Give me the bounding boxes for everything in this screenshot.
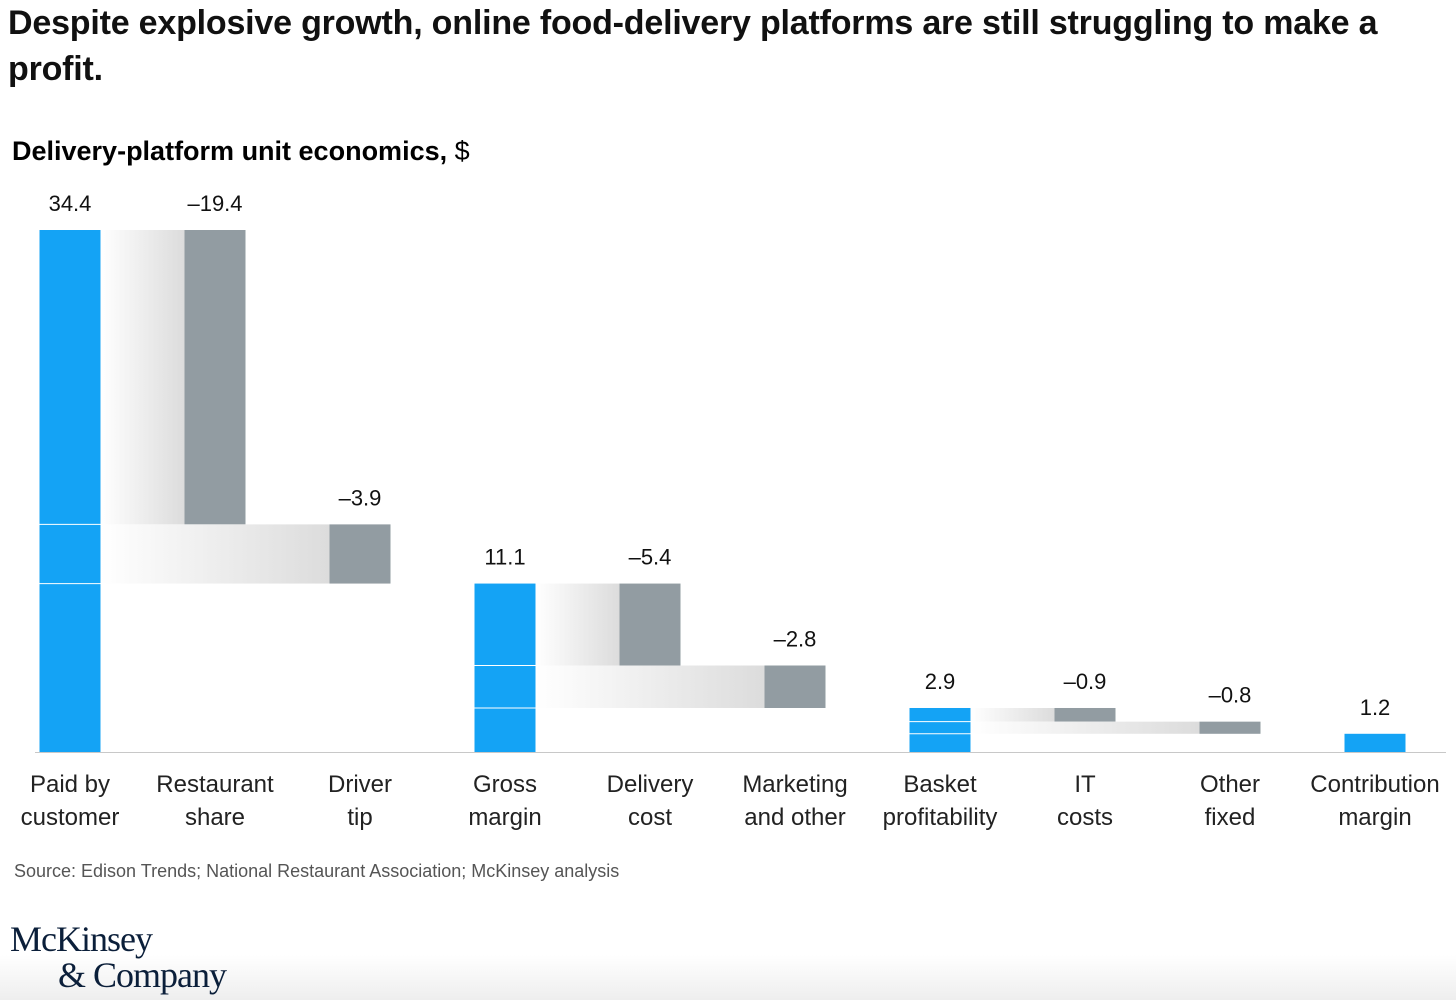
x-tick-label: and other: [744, 804, 845, 831]
connector: [100, 230, 185, 525]
unit: $: [455, 136, 470, 166]
bar: [329, 524, 391, 584]
x-tick-label: tip: [347, 804, 372, 831]
connector: [970, 707, 1055, 722]
subtitle-text: Delivery-platform unit economics,: [12, 136, 447, 166]
x-tick-label: Paid by: [30, 771, 110, 798]
x-tick-label: Driver: [328, 771, 392, 798]
bar: [764, 665, 826, 708]
logo-line: & Company: [58, 955, 227, 995]
x-tick-label: Contribution: [1310, 771, 1439, 798]
value-label: 34.4: [49, 191, 92, 216]
x-tick-label: Basket: [903, 771, 977, 798]
bar: [1199, 721, 1261, 734]
x-tick-label: cost: [628, 804, 672, 831]
x-tick-label: customer: [21, 804, 120, 831]
bar: [184, 230, 246, 525]
value-label: –0.9: [1064, 669, 1107, 694]
x-tick-label: margin: [1338, 804, 1411, 831]
subtitle: Delivery-platform unit economics, $: [12, 136, 470, 166]
x-tick-label: costs: [1057, 804, 1113, 831]
connector: [535, 583, 620, 666]
bar: [1054, 707, 1116, 722]
bar: [909, 707, 971, 752]
x-tick-label: Marketing: [742, 771, 847, 798]
source: Source: Edison Trends; National Restaura…: [14, 861, 619, 881]
bar: [619, 583, 681, 666]
x-tick-label: Gross: [473, 771, 537, 798]
value-label: 2.9: [925, 669, 956, 694]
chart-title: Despite explosive growth, online food-de…: [8, 4, 1378, 88]
x-tick-label: Delivery: [607, 771, 694, 798]
x-tick-label: Other: [1200, 771, 1260, 798]
bar: [474, 583, 536, 752]
connector: [100, 524, 330, 584]
footer-shade: [0, 955, 1456, 1000]
x-tick-label: share: [185, 804, 245, 831]
value-label: –2.8: [774, 627, 817, 652]
logo-line: McKinsey: [10, 919, 153, 959]
value-label: –5.4: [629, 545, 672, 570]
connector: [535, 665, 765, 708]
bar: [39, 230, 101, 752]
value-label: –19.4: [187, 191, 242, 216]
x-tick-label: Restaurant: [156, 771, 274, 798]
connector: [970, 721, 1200, 734]
value-label: –0.8: [1209, 683, 1252, 708]
x-tick-label: profitability: [883, 804, 998, 831]
value-label: 11.1: [484, 545, 525, 570]
value-label: 1.2: [1360, 695, 1391, 720]
value-label: –3.9: [339, 485, 382, 510]
bar: [1344, 733, 1406, 752]
x-tick-label: fixed: [1205, 804, 1256, 831]
x-tick-label: margin: [468, 804, 541, 831]
x-tick-label: IT: [1074, 771, 1096, 798]
